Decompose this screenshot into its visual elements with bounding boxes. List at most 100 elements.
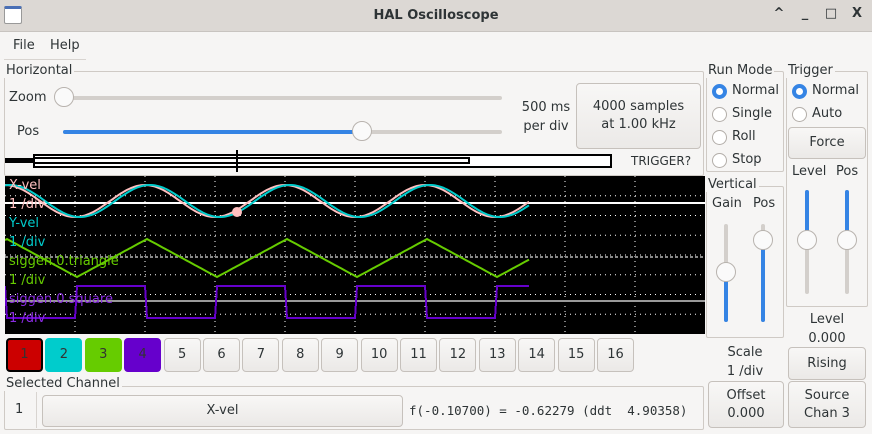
trace-3-waveform	[5, 237, 530, 279]
trace-name-2: Y-vel	[9, 216, 40, 231]
trigger-pos-handle[interactable]	[837, 230, 857, 250]
pos-slider-handle[interactable]	[352, 121, 372, 141]
run-mode-label-stop[interactable]: Stop	[732, 152, 762, 167]
run-mode-radio-roll[interactable]	[712, 130, 727, 145]
trigger-level-readout: Level 0.000	[786, 310, 868, 348]
close-button[interactable]: X	[851, 6, 863, 21]
zoom-slider-handle[interactable]	[54, 87, 74, 107]
channel-name-button[interactable]: X-vel	[42, 395, 403, 427]
selected-channel-number: 1	[15, 402, 24, 417]
trace-2-waveform	[5, 184, 530, 218]
menu-help[interactable]: Help	[50, 38, 80, 53]
window-title: HAL Oscilloscope	[373, 8, 499, 23]
trigger-mode-radio-auto[interactable]	[792, 107, 807, 122]
trigger-status: TRIGGER?	[631, 154, 692, 168]
channel-button-15[interactable]: 15	[557, 338, 595, 372]
level-title: Level	[809, 312, 845, 327]
trigger-edge-button[interactable]: Rising	[788, 347, 866, 380]
run-mode-radio-stop[interactable]	[712, 153, 727, 168]
trigger-marker	[236, 150, 238, 172]
channel-button-12[interactable]: 12	[439, 338, 477, 372]
channel-button-6[interactable]: 6	[203, 338, 240, 372]
selected-channel-frame	[4, 386, 704, 430]
force-button[interactable]: Force	[788, 127, 866, 159]
channel-button-8[interactable]: 8	[281, 338, 319, 372]
scope-canvas	[5, 176, 705, 334]
horizontal-frame	[4, 71, 704, 176]
trace-scale-3: 1 /div	[9, 273, 46, 288]
pos-slider-fill	[63, 130, 362, 134]
channel-button-2[interactable]: 2	[45, 338, 83, 372]
zoom-slider[interactable]	[55, 96, 502, 100]
channel-button-4[interactable]: 4	[124, 338, 162, 372]
menu-file[interactable]: File	[13, 38, 35, 53]
channel-button-3[interactable]: 3	[84, 338, 122, 372]
trace-labels: X-vel 1 /div Y-vel 1 /div siggen.0.trian…	[9, 176, 119, 328]
scope-display[interactable]: X-vel 1 /div Y-vel 1 /div siggen.0.trian…	[5, 176, 705, 334]
channel-button-1[interactable]: 1	[6, 338, 43, 372]
value-readout: f(-0.10700) = -0.62279 (ddt 4.90358)	[409, 403, 688, 418]
trigger-level-fill	[805, 190, 809, 240]
samples-count: 4000 samples	[592, 99, 685, 114]
trace-name-4: siggen.0.square	[9, 292, 113, 307]
offset-button[interactable]: Offset 0.000	[708, 381, 784, 428]
source-value: Chan 3	[804, 405, 850, 421]
divider	[36, 392, 37, 428]
run-mode-label: Run Mode	[706, 63, 775, 78]
trace-name-3: siggen.0.triangle	[9, 254, 119, 269]
offset-value: 0.000	[727, 405, 765, 421]
channel-button-5[interactable]: 5	[163, 338, 201, 372]
channel-button-13[interactable]: 13	[478, 338, 516, 372]
trace-1-waveform	[5, 183, 530, 219]
samples-button[interactable]: 4000 samples at 1.00 kHz	[576, 83, 701, 149]
horizontal-label: Horizontal	[4, 63, 75, 78]
trace-scale-1: 1 /div	[9, 197, 46, 212]
source-title: Source	[804, 387, 850, 403]
scale-value: 1 /div	[726, 364, 764, 379]
gain-slider-fill	[724, 272, 728, 322]
run-mode-label-roll[interactable]: Roll	[732, 129, 756, 144]
gain-label: Gain	[712, 196, 742, 211]
timebase-readout: 500 ms per div	[515, 98, 577, 136]
run-mode-radio-normal[interactable]	[712, 84, 727, 99]
trigger-source-button[interactable]: Source Chan 3	[788, 381, 866, 428]
trigger-mode-label-normal[interactable]: Normal	[812, 83, 860, 98]
trigger-level-label: Level	[792, 164, 827, 179]
channel-button-11[interactable]: 11	[400, 338, 437, 372]
level-value: 0.000	[808, 331, 846, 346]
shade-button[interactable]: ^	[773, 6, 785, 21]
trace-name-1: X-vel	[9, 178, 41, 193]
trigger-label: Trigger	[786, 63, 835, 78]
channel-button-14[interactable]: 14	[518, 338, 556, 372]
channel-button-16[interactable]: 16	[597, 338, 634, 372]
record-display-window	[33, 157, 470, 164]
trigger-mode-radio-normal[interactable]	[792, 84, 807, 99]
run-mode-label-single[interactable]: Single	[732, 106, 772, 121]
trigger-pos-fill	[845, 190, 849, 240]
channel-button-9[interactable]: 9	[321, 338, 359, 372]
trace-4-waveform	[5, 285, 529, 319]
timebase-unit: per div	[523, 119, 569, 134]
offset-title: Offset	[726, 387, 766, 403]
trigger-mode-label-auto[interactable]: Auto	[812, 106, 843, 121]
window-icon	[4, 6, 22, 24]
timebase-value: 500 ms	[521, 100, 571, 115]
minimize-button[interactable]: _	[801, 6, 809, 21]
channel-button-7[interactable]: 7	[242, 338, 280, 372]
scale-readout: Scale 1 /div	[706, 343, 784, 381]
pos-label: Pos	[17, 124, 40, 139]
gain-slider-handle[interactable]	[716, 262, 736, 282]
zoom-label: Zoom	[9, 90, 47, 105]
trigger-level-handle[interactable]	[797, 230, 817, 250]
scale-title: Scale	[727, 345, 763, 360]
run-mode-radio-single[interactable]	[712, 107, 727, 122]
vertical-pos-handle[interactable]	[753, 230, 773, 250]
trace-scale-4: 1 /div	[9, 311, 46, 326]
channel-button-10[interactable]: 10	[360, 338, 398, 372]
maximize-button[interactable]: □	[824, 6, 838, 21]
title-bar: HAL Oscilloscope ^ _ □ X	[0, 0, 872, 32]
menu-divider	[4, 59, 86, 60]
vertical-pos-fill	[761, 240, 765, 322]
selected-channel-label: Selected Channel	[4, 376, 122, 391]
run-mode-label-normal[interactable]: Normal	[732, 83, 780, 98]
